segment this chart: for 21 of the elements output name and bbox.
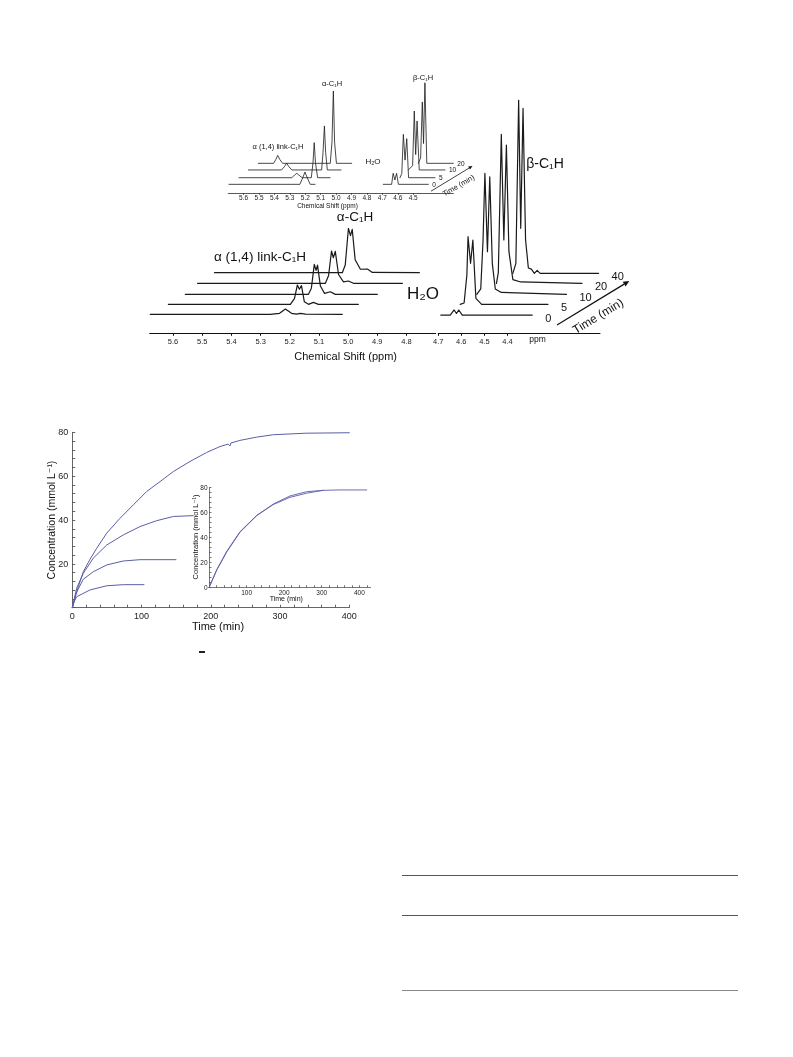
x-axis-title: Chemical Shift (ppm) (294, 350, 397, 362)
series-label: 40 (611, 270, 624, 283)
y-axis-title: Concentration (mmol L⁻¹) (45, 460, 57, 580)
x-tick-label: 400 (341, 611, 357, 622)
y-tick-label: 20 (58, 558, 69, 569)
annotation: β-C₁H (526, 155, 564, 171)
x-axis-title: ppm (529, 333, 546, 344)
annotation: H₂O (406, 283, 440, 303)
annotation: α (1,4) link-C₁H (214, 248, 306, 264)
legend-label: 20 (594, 280, 608, 293)
series-label: 0 (545, 312, 552, 325)
series-label: 5 (561, 301, 568, 314)
x-tick-label: 300 (272, 611, 288, 622)
series-label: 10 (579, 291, 592, 304)
y-tick-label: 40 (58, 515, 69, 525)
annotation: H₂O (365, 156, 381, 166)
x-tick-label: 100 (134, 611, 150, 622)
y-tick-label: 60 (58, 471, 69, 482)
x-axis-title: Time (min) (191, 620, 245, 632)
x-tick-label: 200 (203, 611, 219, 622)
y-tick-label: 80 (58, 427, 69, 438)
